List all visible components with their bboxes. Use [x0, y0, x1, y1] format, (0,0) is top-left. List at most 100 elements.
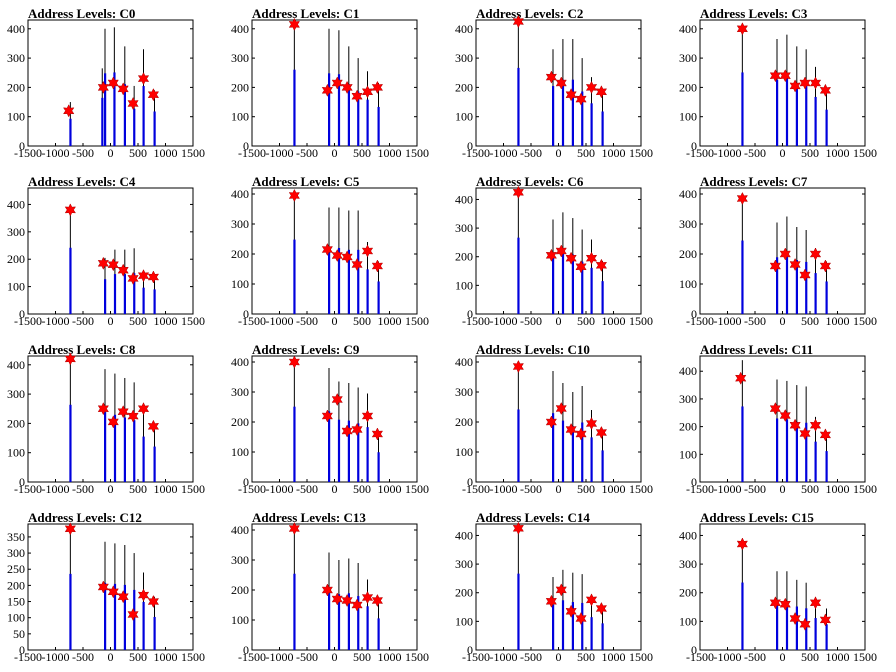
y-tick-label: 400 [231, 355, 249, 369]
y-tick-label: 400 [7, 22, 25, 36]
y-tick-label: 100 [455, 110, 473, 124]
y-tick-label: 300 [679, 51, 697, 65]
plot-frame [251, 523, 418, 651]
x-tick-label: 0 [108, 146, 114, 160]
marker [595, 85, 608, 99]
marker [555, 401, 567, 416]
bar [133, 589, 136, 650]
x-tick-label: 500 [577, 314, 595, 328]
marker [361, 409, 374, 423]
x-tick-label: 500 [577, 146, 595, 160]
marker [736, 191, 748, 206]
marker [127, 409, 139, 423]
bar [741, 406, 744, 482]
y-tick-label: 100 [231, 110, 249, 124]
y-tick-label: 100 [455, 445, 473, 459]
marker [97, 256, 109, 270]
marker [288, 17, 300, 31]
bar [795, 84, 798, 146]
y-tick-label: 400 [231, 523, 249, 537]
x-tick-label: -1500 [14, 146, 42, 160]
marker [147, 88, 160, 102]
x-tick-label: 0 [556, 314, 562, 328]
x-tick-label: -1500 [14, 482, 42, 496]
bar [366, 269, 369, 314]
panel-title: Address Levels: C14 [476, 510, 590, 525]
y-tick-label: 400 [455, 192, 473, 206]
x-tick-label: 1000 [378, 146, 402, 160]
marker [769, 259, 781, 273]
marker [809, 247, 822, 261]
bar [785, 419, 789, 482]
x-tick-label: 1000 [378, 482, 402, 496]
marker [63, 104, 75, 118]
marker [341, 424, 353, 438]
x-tick-label: 500 [577, 650, 595, 664]
marker [769, 402, 781, 416]
bar [590, 617, 593, 650]
marker [545, 594, 557, 608]
panel-title: Address Levels: C6 [476, 174, 584, 189]
marker [809, 418, 822, 432]
marker [341, 593, 353, 608]
x-tick-label: 1000 [154, 146, 178, 160]
y-tick-label: 400 [679, 22, 697, 36]
marker [351, 422, 363, 437]
bar [123, 417, 126, 482]
y-tick-label: 200 [679, 420, 697, 434]
y-tick-label: 0 [19, 139, 25, 153]
x-tick-label: -500 [520, 146, 542, 160]
x-tick-label: -1000 [266, 314, 294, 328]
bar [347, 249, 350, 314]
x-tick-label: -500 [296, 146, 318, 160]
y-tick-label: 250 [7, 562, 25, 576]
bar [357, 596, 360, 650]
y-tick-label: 200 [7, 416, 25, 430]
y-tick-label: 200 [231, 247, 249, 261]
marker [64, 203, 76, 217]
bar [153, 111, 156, 146]
marker [341, 80, 353, 94]
y-tick-label: 300 [7, 546, 25, 560]
x-tick-label: -1500 [686, 482, 714, 496]
x-tick-label: 500 [577, 482, 595, 496]
x-tick-label: -1000 [42, 482, 70, 496]
bar [601, 281, 604, 314]
marker [575, 611, 587, 626]
bar [552, 255, 555, 314]
marker [341, 250, 353, 264]
x-tick-label: 1000 [602, 482, 626, 496]
bar [785, 76, 789, 146]
bar [357, 249, 360, 314]
x-tick-label: -1000 [266, 650, 294, 664]
x-tick-label: -1000 [714, 482, 742, 496]
y-tick-label: 300 [7, 51, 25, 65]
bar [517, 409, 520, 482]
marker [789, 611, 801, 626]
x-tick-label: -1500 [238, 314, 266, 328]
bar [552, 413, 555, 482]
bar [113, 583, 117, 650]
marker [575, 260, 587, 274]
x-tick-label: -1000 [266, 482, 294, 496]
marker [321, 242, 333, 257]
x-tick-label: -1000 [266, 146, 294, 160]
marker [595, 258, 608, 272]
y-tick-label: 0 [243, 307, 249, 321]
marker [147, 419, 160, 433]
x-tick-label: 1500 [853, 650, 877, 664]
x-tick-label: 1500 [181, 146, 205, 160]
x-tick-label: 1500 [181, 482, 205, 496]
marker [351, 89, 363, 103]
marker [789, 418, 801, 432]
marker [545, 415, 557, 429]
x-tick-label: 1500 [629, 314, 653, 328]
bar [153, 446, 156, 482]
panel-c0: Address Levels: C0 0 100 200 300 400 -1500 -100… [7, 6, 205, 160]
bar [337, 247, 341, 314]
marker [585, 593, 598, 607]
marker [361, 85, 374, 99]
panel-title: Address Levels: C7 [700, 174, 808, 189]
x-tick-label: 500 [801, 482, 819, 496]
marker [97, 580, 109, 594]
